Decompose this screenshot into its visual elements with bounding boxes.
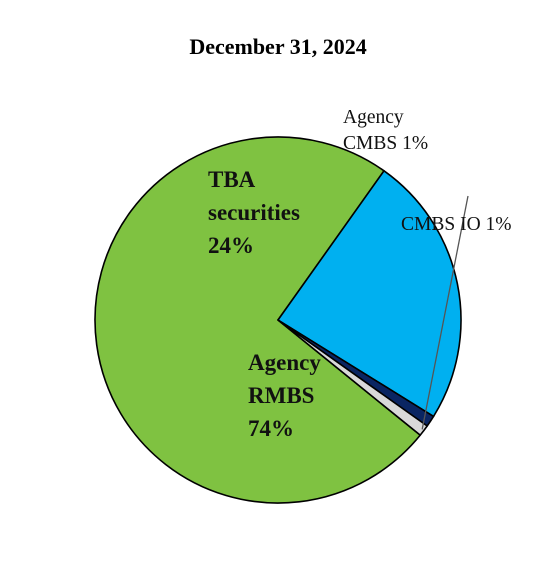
chart-title: December 31, 2024 <box>189 34 367 59</box>
label-tba-securities: TBA securities 24% <box>208 167 300 258</box>
label-cmbs-io: CMBS IO 1% <box>401 214 512 235</box>
leader-lines <box>421 195 469 430</box>
leader-line-cmbs-io <box>421 195 469 430</box>
label-agency-cmbs: Agency CMBS 1% <box>343 107 428 154</box>
pie-slices <box>94 136 462 504</box>
label-agency-rmbs: Agency RMBS 74% <box>248 350 321 441</box>
slice-labels: Agency RMBS 74% TBA securities 24% Agency CMBS … <box>208 107 512 441</box>
slice-agency-rmbs <box>94 136 422 504</box>
slice-cmbs-io <box>277 319 428 436</box>
slice-tba-securities <box>277 170 462 418</box>
